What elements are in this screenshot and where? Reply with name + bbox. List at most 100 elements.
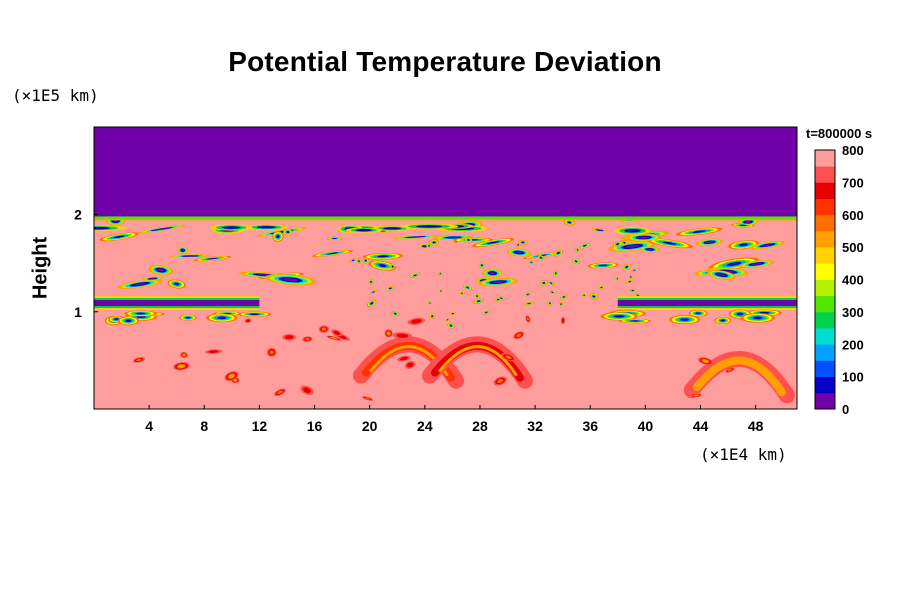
band-eddy (206, 313, 238, 323)
scatter-cell (449, 312, 457, 315)
inversion-band (94, 296, 260, 311)
mixing-cell (591, 228, 608, 233)
colorbar-tick-label: 0 (842, 402, 849, 417)
scatter-cell (572, 258, 580, 264)
y-unit-label: (×1E5 km) (12, 86, 99, 105)
band-eddy (740, 313, 776, 323)
scatter-cell (579, 243, 590, 249)
streak (210, 224, 253, 231)
warm-cell (224, 371, 239, 382)
colorbar-segment (815, 166, 835, 183)
mixing-cell (137, 224, 187, 234)
colorbar-segment (815, 182, 835, 199)
warm-cell (513, 331, 525, 340)
scatter-cell (391, 311, 399, 317)
mixing-cell (696, 238, 723, 247)
band-eddy (124, 310, 158, 317)
warm-cell (404, 360, 416, 369)
x-tick-label: 48 (748, 418, 764, 434)
scatter-cell (367, 299, 377, 307)
band-eddy (688, 309, 708, 317)
band-eddy (237, 311, 272, 317)
inversion-band (617, 296, 797, 311)
warm-cell (397, 355, 411, 362)
warm-cell (525, 315, 531, 323)
mixing-cell (193, 255, 232, 262)
colorbar-segment (815, 295, 835, 313)
scatter-cell (575, 248, 580, 252)
scatter-cell (447, 322, 455, 329)
band-eddy (117, 316, 140, 326)
scatter-cell (548, 290, 556, 295)
x-tick-label: 32 (527, 418, 543, 434)
mixing-cell (419, 243, 430, 249)
colorbar-tick-label: 700 (842, 175, 864, 190)
scatter-cell (516, 242, 521, 248)
scatter-cell (429, 239, 440, 246)
scatter-cell (427, 301, 433, 305)
x-tick-label: 36 (582, 418, 598, 434)
x-unit-label: (×1E4 km) (700, 445, 787, 464)
mixing-cell (362, 252, 404, 260)
heatmap-field (94, 127, 797, 409)
x-tick-label: 12 (252, 418, 268, 434)
scatter-cell (625, 280, 634, 284)
warm-cell (501, 353, 516, 362)
warm-cell (244, 318, 252, 323)
scatter-cell (537, 254, 545, 261)
mixing-cell (738, 259, 775, 268)
colorbar-segment (815, 376, 835, 394)
scatter-cell (524, 292, 531, 297)
colorbar-tick-label: 100 (842, 370, 864, 385)
scatter-cell (368, 279, 374, 285)
warm-cell (282, 333, 297, 341)
mixing-cell (264, 274, 317, 286)
colorbar-segment (815, 392, 835, 410)
warm-cell (560, 316, 566, 325)
scatter-cell (589, 293, 599, 300)
colorbar-tick-label: 600 (842, 208, 864, 223)
mixing-cell (170, 254, 211, 258)
mixing-cell (99, 232, 139, 242)
scatter-cell (349, 258, 358, 263)
warm-cell (205, 349, 222, 354)
mixing-cell (749, 241, 785, 250)
scatter-cell (518, 240, 528, 245)
warm-cell (302, 336, 313, 342)
band-eddy (179, 314, 197, 321)
warm-cell (266, 347, 277, 357)
x-tick-label: 8 (200, 418, 208, 434)
colorbar-tick-label: 400 (842, 273, 864, 288)
mixing-cell (117, 279, 163, 290)
mixing-cell (272, 231, 284, 242)
warm-cell (384, 329, 393, 338)
scatter-cell (429, 313, 435, 320)
band-eddy (600, 312, 638, 321)
warm-cell (300, 385, 314, 395)
scatter-cell (463, 284, 472, 291)
streak (345, 227, 383, 233)
x-tick-label: 40 (638, 418, 654, 434)
scatter-cell (553, 249, 564, 257)
x-tick-label: 20 (362, 418, 378, 434)
scatter-cell (444, 318, 451, 321)
x-tick-label: 24 (417, 418, 433, 434)
warm-cell (493, 376, 507, 386)
upper-layer-edge (94, 218, 797, 221)
scatter-cell (629, 288, 637, 293)
colorbar-segment (815, 198, 835, 216)
scatter-cell (386, 286, 395, 291)
colorbar-segment (815, 328, 835, 345)
mixing-cell (368, 260, 397, 271)
mixing-cell (311, 249, 354, 257)
band-eddy (714, 316, 732, 325)
colorbar-tick-label: 300 (842, 305, 864, 320)
mixing-cell (731, 223, 755, 228)
scatter-cell (628, 274, 633, 280)
warm-cell (407, 317, 426, 325)
colorbar-segment (815, 214, 835, 232)
streak (614, 226, 651, 235)
scatter-cell (410, 272, 421, 278)
time-label: t=800000 s (806, 126, 873, 141)
